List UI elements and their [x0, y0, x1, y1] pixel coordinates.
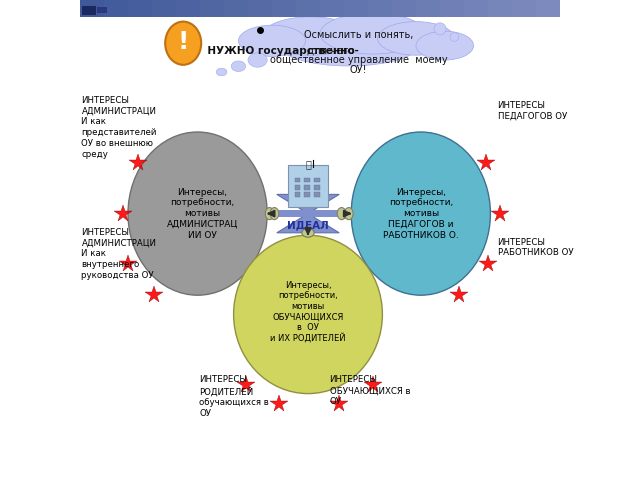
Text: ИНТЕРЕСЫ
ОБУЧАЮЩИХСЯ в
ОУ: ИНТЕРЕСЫ ОБУЧАЮЩИХСЯ в ОУ	[330, 375, 410, 406]
Text: ИНТЕРЕСЫ
АДМИНИСТРАЦИ
И как
представителей
ОУ во внешнюю
среду: ИНТЕРЕСЫ АДМИНИСТРАЦИ И как представител…	[81, 96, 157, 159]
FancyBboxPatch shape	[536, 0, 561, 17]
Ellipse shape	[216, 68, 227, 76]
FancyBboxPatch shape	[272, 0, 296, 17]
FancyBboxPatch shape	[342, 209, 349, 218]
Text: ИНТЕРЕСЫ
АДМИНИСТРАЦИ
И как
внутреннего
руководства ОУ: ИНТЕРЕСЫ АДМИНИСТРАЦИ И как внутреннего …	[81, 228, 156, 280]
FancyBboxPatch shape	[320, 0, 344, 17]
FancyBboxPatch shape	[224, 0, 248, 17]
Text: !: !	[177, 30, 189, 54]
Text: ОУ!: ОУ!	[349, 65, 367, 75]
Ellipse shape	[234, 235, 383, 394]
FancyBboxPatch shape	[512, 0, 536, 17]
Ellipse shape	[266, 207, 274, 220]
Ellipse shape	[262, 17, 358, 55]
FancyBboxPatch shape	[296, 0, 321, 17]
FancyBboxPatch shape	[314, 178, 319, 182]
Text: для чего: для чего	[307, 46, 358, 56]
FancyBboxPatch shape	[294, 192, 300, 197]
FancyBboxPatch shape	[294, 185, 300, 190]
FancyBboxPatch shape	[416, 0, 440, 17]
FancyBboxPatch shape	[304, 185, 310, 190]
FancyBboxPatch shape	[80, 0, 104, 17]
Polygon shape	[276, 194, 339, 214]
FancyBboxPatch shape	[392, 0, 417, 17]
FancyBboxPatch shape	[304, 192, 310, 197]
FancyBboxPatch shape	[368, 0, 392, 17]
FancyBboxPatch shape	[152, 0, 177, 17]
FancyBboxPatch shape	[288, 165, 328, 207]
FancyBboxPatch shape	[83, 6, 96, 15]
FancyBboxPatch shape	[440, 0, 465, 17]
Ellipse shape	[344, 207, 353, 220]
FancyBboxPatch shape	[269, 209, 275, 218]
FancyBboxPatch shape	[128, 0, 152, 17]
Ellipse shape	[434, 23, 446, 35]
FancyBboxPatch shape	[314, 185, 319, 190]
FancyBboxPatch shape	[294, 178, 300, 182]
FancyBboxPatch shape	[97, 7, 107, 13]
Text: ИНТЕРЕСЫ
ПЕДАГОГОВ ОУ: ИНТЕРЕСЫ ПЕДАГОГОВ ОУ	[498, 101, 567, 120]
Ellipse shape	[231, 61, 246, 72]
Ellipse shape	[277, 20, 421, 66]
Ellipse shape	[248, 53, 268, 67]
Ellipse shape	[416, 31, 474, 60]
Ellipse shape	[165, 22, 201, 65]
FancyBboxPatch shape	[488, 0, 513, 17]
Text: ИНТЕРЕСЫ
РОДИТЕЛЕЙ
обучающихся в
ОУ: ИНТЕРЕСЫ РОДИТЕЛЕЙ обучающихся в ОУ	[199, 375, 269, 418]
Ellipse shape	[450, 33, 459, 41]
FancyBboxPatch shape	[464, 0, 488, 17]
FancyBboxPatch shape	[275, 210, 342, 217]
Polygon shape	[276, 214, 339, 233]
Ellipse shape	[378, 22, 454, 55]
Text: ИДЕАЛ: ИДЕАЛ	[287, 221, 329, 230]
FancyBboxPatch shape	[104, 0, 129, 17]
Text: Интересы,
потребности,
мотивы
АДМИНИСТРАЦ
ИИ ОУ: Интересы, потребности, мотивы АДМИНИСТРА…	[166, 188, 238, 240]
FancyBboxPatch shape	[344, 0, 369, 17]
FancyBboxPatch shape	[304, 178, 310, 182]
Text: ИНТЕРЕСЫ
РАБОТНИКОВ ОУ: ИНТЕРЕСЫ РАБОТНИКОВ ОУ	[498, 238, 573, 257]
Text: общественное управление  моему: общественное управление моему	[269, 55, 447, 65]
Ellipse shape	[302, 228, 314, 237]
FancyBboxPatch shape	[248, 0, 273, 17]
FancyBboxPatch shape	[200, 0, 225, 17]
Ellipse shape	[239, 25, 306, 56]
Ellipse shape	[270, 207, 279, 220]
Text: Интересы,
потребности,
мотивы
ОБУЧАЮЩИХСЯ
в  ОУ
и ИХ РОДИТЕЛЕЙ: Интересы, потребности, мотивы ОБУЧАЮЩИХС…	[270, 281, 346, 343]
Ellipse shape	[128, 132, 268, 295]
Text: Осмыслить и понять,: Осмыслить и понять,	[304, 30, 413, 40]
FancyBboxPatch shape	[176, 0, 200, 17]
Ellipse shape	[320, 13, 426, 54]
Text: Интересы,
потребности,
мотивы
ПЕДАГОГОВ и
РАБОТНИКОВ О.: Интересы, потребности, мотивы ПЕДАГОГОВ …	[383, 188, 459, 240]
FancyBboxPatch shape	[314, 192, 319, 197]
Text: 人: 人	[305, 160, 311, 169]
Ellipse shape	[337, 207, 346, 220]
Ellipse shape	[351, 132, 490, 295]
Ellipse shape	[302, 228, 314, 237]
Text: НУЖНО государственно-: НУЖНО государственно-	[182, 46, 358, 56]
